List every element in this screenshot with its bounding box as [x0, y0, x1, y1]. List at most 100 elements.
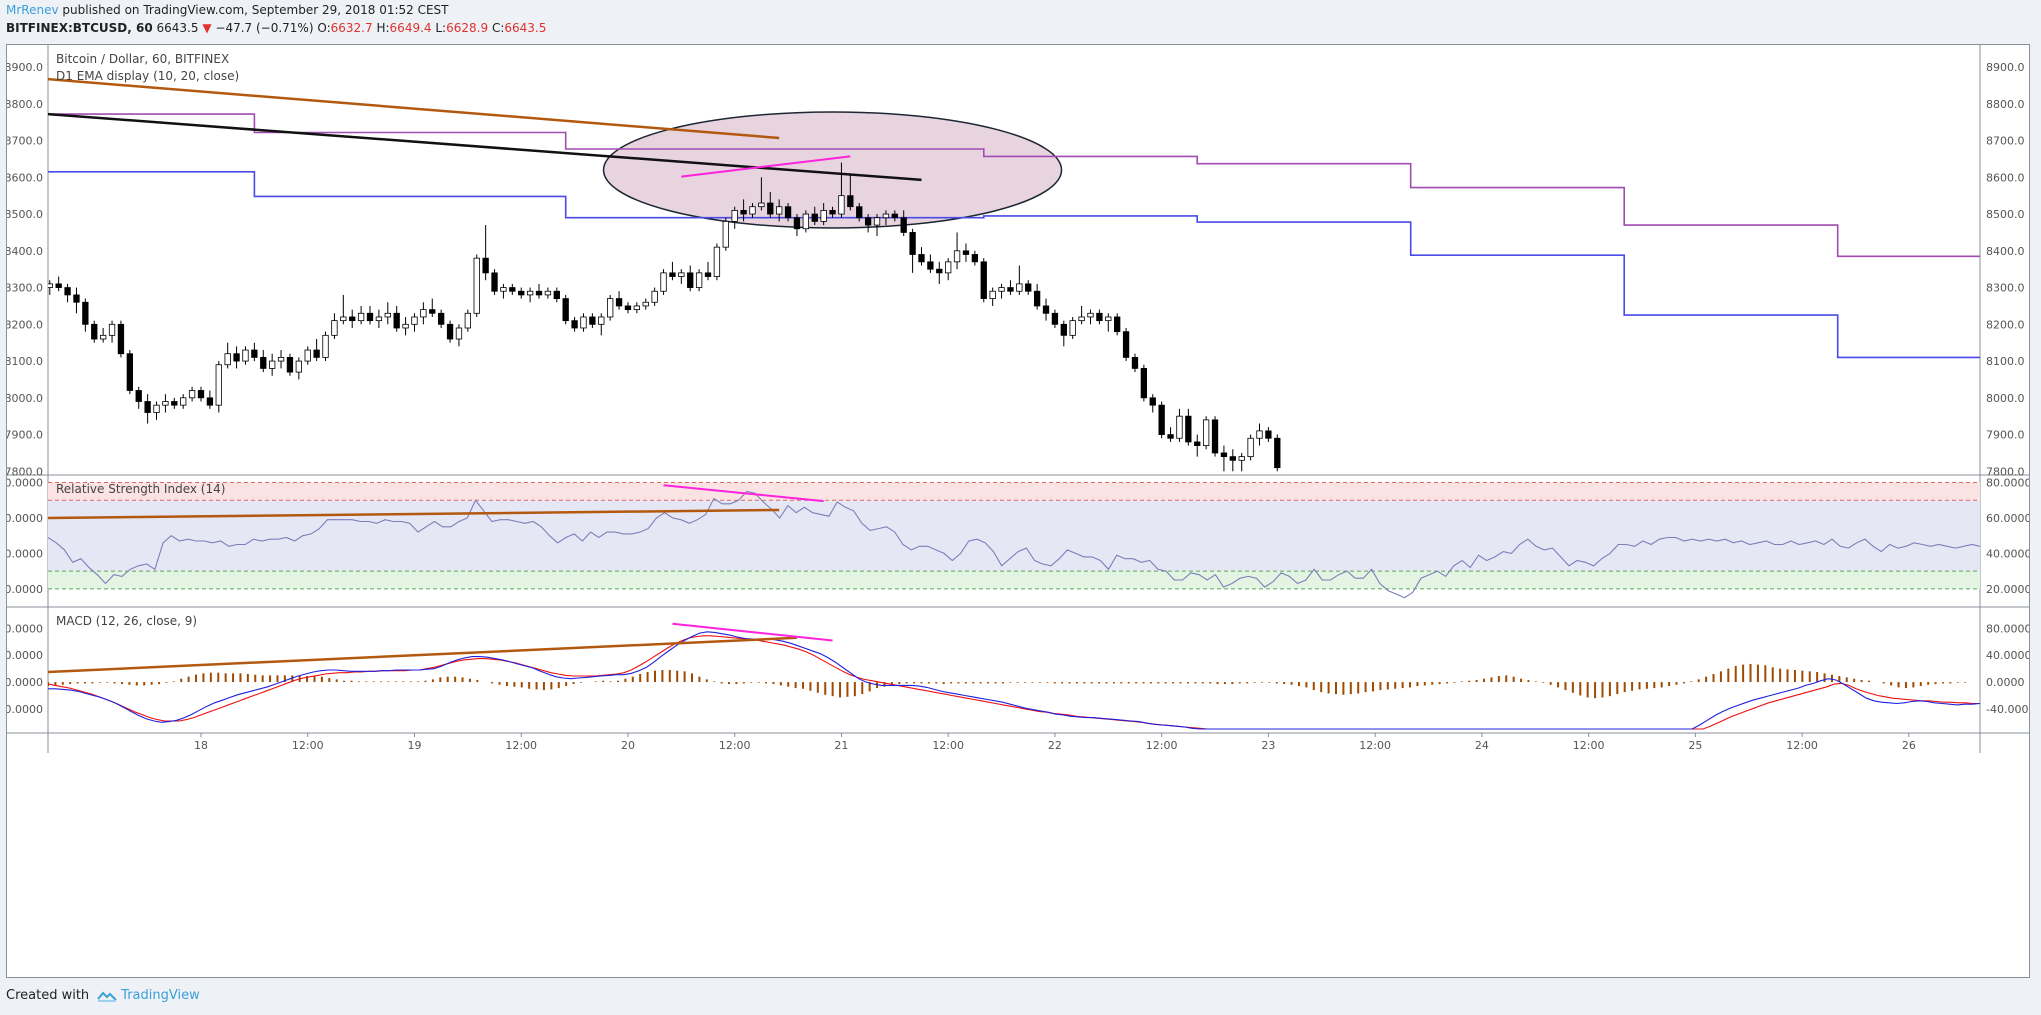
time-tick-label: 12:00	[505, 739, 537, 752]
price-tick-left: 8500.0	[7, 208, 43, 221]
price-tick-left: 8300.0	[7, 282, 43, 295]
close-label: C:	[491, 21, 505, 35]
price-pane	[48, 77, 1980, 472]
candle-body	[375, 316, 383, 322]
candle-body	[1060, 323, 1067, 336]
candle-body	[953, 250, 961, 263]
candle-body	[180, 397, 187, 406]
time-tick-label: 24	[1475, 739, 1489, 752]
author-link[interactable]: MrRenev	[6, 3, 59, 17]
candle-body	[91, 323, 98, 340]
price-tick-right: 7900.0	[1986, 429, 2025, 442]
candle-body	[651, 290, 658, 303]
candle-body	[482, 257, 489, 274]
candle-body	[1007, 287, 1014, 292]
candle-body	[731, 209, 738, 222]
rsi-tick-left: 80.0000	[7, 477, 43, 490]
tradingview-logo-icon	[97, 991, 117, 1002]
low-label: L:	[435, 21, 447, 35]
publish-info: MrRenev published on TradingView.com, Se…	[6, 3, 449, 17]
candle-body	[73, 294, 80, 303]
candle-body	[1256, 430, 1263, 439]
price-tick-right: 8300.0	[1986, 282, 2025, 295]
rsi-tick-left: 60.0000	[7, 512, 43, 525]
price-tick-right: 8500.0	[1986, 208, 2025, 221]
candle-body	[446, 323, 454, 340]
candle-body	[402, 323, 409, 329]
candle-body	[544, 290, 552, 296]
candle-body	[349, 316, 356, 322]
candle-body	[678, 272, 685, 277]
candle-body	[802, 213, 810, 230]
candle-body	[936, 268, 943, 274]
candle-body	[1051, 312, 1059, 325]
candle-body	[1265, 430, 1272, 439]
candle-body	[295, 360, 302, 373]
candle-body	[108, 323, 116, 336]
time-tick-label: 26	[1902, 739, 1916, 752]
time-tick-label: 12:00	[719, 739, 751, 752]
candle-body	[304, 349, 311, 362]
candle-body	[882, 213, 890, 219]
candle-body	[1274, 437, 1281, 469]
candle-body	[260, 356, 267, 369]
price-tick-right: 8700.0	[1986, 135, 2025, 148]
candle-body	[197, 390, 205, 399]
candle-body	[695, 272, 703, 288]
candle-body	[1167, 434, 1174, 439]
price-tick-left: 7900.0	[7, 429, 43, 442]
candle-body	[811, 213, 818, 222]
price-tick-right: 8600.0	[1986, 171, 2025, 184]
high-label: H:	[376, 21, 390, 35]
candle-body	[847, 195, 854, 208]
candle-body	[48, 283, 53, 288]
candle-body	[1087, 312, 1094, 318]
rsi-tick-left: 20.0000	[7, 583, 43, 596]
low-value: 6628.9	[446, 21, 489, 35]
candle-body	[989, 290, 996, 299]
candle-body	[624, 305, 632, 311]
ema-20-line	[48, 171, 1980, 359]
candle-body	[1229, 456, 1236, 461]
candle-body	[1122, 331, 1130, 358]
candle-body	[722, 221, 729, 248]
chart-canvas[interactable]: 8900.0 8900.0 8800.0 8800.0 8700.0 8700.0 8600…	[7, 45, 2029, 977]
candle-body	[580, 316, 587, 329]
candle-body	[144, 401, 151, 413]
black-trend-line	[48, 112, 922, 182]
rsi-pane	[48, 482, 1980, 599]
candle-body	[322, 334, 329, 358]
time-tick-label: 21	[834, 739, 848, 752]
price-change: −47.7 (−0.71%)	[215, 21, 314, 35]
tradingview-link[interactable]: TradingView	[97, 988, 200, 1003]
candle-body	[909, 232, 916, 255]
chart-frame[interactable]: 8900.0 8900.0 8800.0 8800.0 8700.0 8700.0 8600…	[6, 44, 2030, 978]
candle-body	[518, 290, 525, 296]
highlight-ellipse	[602, 111, 1063, 229]
candle-body	[171, 401, 178, 406]
publish-text: published on TradingView.com, September …	[62, 3, 449, 17]
macd-pane	[48, 622, 1980, 730]
time-tick-label: 22	[1048, 739, 1062, 752]
price-tick-left: 8100.0	[7, 355, 43, 368]
candle-body	[455, 327, 463, 340]
candle-body	[829, 209, 836, 215]
candle-body	[660, 272, 667, 292]
candle-body	[384, 312, 391, 318]
macd-title: MACD (12, 26, close, 9)	[56, 614, 197, 628]
price-tick-left: 8600.0	[7, 171, 43, 184]
candle-body	[713, 246, 721, 277]
price-tick-left: 8400.0	[7, 245, 43, 258]
candle-body	[286, 356, 294, 373]
candle-body	[1033, 290, 1041, 307]
candle-body	[642, 301, 649, 307]
candle-body	[793, 217, 801, 230]
high-value: 6649.4	[389, 21, 432, 35]
candle-body	[126, 353, 133, 391]
candle-body	[918, 254, 925, 263]
candle-body	[526, 290, 534, 296]
candle-body	[206, 397, 214, 406]
rsi-overbought-band	[48, 482, 1980, 501]
candle-body	[615, 298, 623, 307]
candle-body	[1078, 316, 1085, 322]
